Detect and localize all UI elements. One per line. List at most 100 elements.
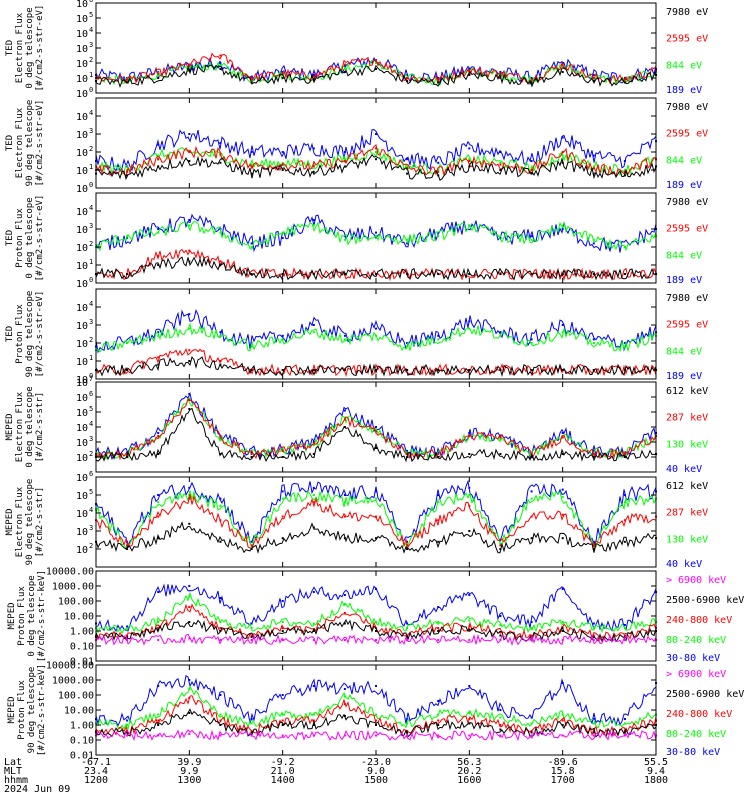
data-point (592, 731, 595, 734)
data-point (126, 625, 129, 628)
data-point (281, 163, 284, 166)
legend-entry: 7980 eV (666, 102, 708, 113)
data-point (219, 724, 222, 726)
data-point (157, 331, 160, 334)
data-point (343, 68, 346, 70)
y-axis-label: [#/cm2-s-str-eV] (35, 5, 45, 92)
data-point (219, 142, 222, 144)
y-axis-label: [#/cm2-s-str-eV] (35, 291, 45, 378)
data-point (188, 219, 191, 221)
data-point (188, 224, 191, 227)
data-point (406, 77, 409, 79)
data-point (561, 513, 564, 516)
data-point (530, 734, 533, 737)
data-point (561, 621, 564, 623)
data-point (157, 77, 160, 79)
data-point (437, 453, 440, 455)
y-tick-label: 10.00 (64, 706, 94, 717)
data-point (157, 537, 160, 540)
y-axis-label: [#/cm2-s-str-eV] (35, 195, 45, 282)
y-tick-label: 10 (76, 184, 88, 195)
y-tick-label: 0.10 (70, 642, 94, 653)
y-tick-label: 10 (76, 166, 88, 177)
data-point (623, 345, 626, 348)
data-point (406, 273, 409, 275)
data-point (468, 273, 471, 275)
data-point (312, 453, 315, 455)
series-line (95, 521, 657, 555)
y-axis-label: Proton Flux (17, 680, 27, 740)
y-tick-label: 10 (76, 357, 88, 368)
y-tick-exponent: 6 (89, 0, 93, 4)
data-point (468, 504, 471, 507)
data-point (157, 627, 160, 629)
y-tick-exponent: 4 (89, 420, 93, 428)
data-point (592, 730, 595, 732)
data-point (343, 703, 346, 705)
data-point (437, 700, 440, 702)
data-point (530, 369, 533, 371)
data-point (126, 731, 129, 734)
y-tick-label: 1000.00 (52, 676, 94, 687)
legend-entry: 189 eV (666, 85, 702, 96)
data-point (437, 724, 440, 726)
data-point (530, 160, 533, 162)
data-point (406, 453, 409, 455)
data-point (126, 235, 129, 238)
data-point (592, 540, 595, 543)
y-tick-exponent: 3 (89, 222, 93, 230)
y-axis-label: Electron Flux (15, 391, 25, 462)
y-tick-exponent: 4 (89, 204, 93, 212)
y-tick-exponent: 3 (89, 318, 93, 326)
data-point (219, 630, 222, 632)
data-point (623, 540, 626, 543)
data-point (250, 77, 253, 79)
x-tick-label-lat: 55.5 (644, 757, 668, 768)
data-point (623, 456, 626, 458)
data-point (343, 158, 346, 161)
x-tick-label-lat: -89.6 (548, 757, 578, 768)
data-point (126, 719, 129, 722)
data-point (126, 734, 129, 737)
data-point (561, 436, 564, 439)
data-point (250, 734, 253, 737)
data-point (281, 630, 284, 632)
data-point (406, 636, 409, 638)
data-point (250, 369, 253, 371)
data-point (126, 548, 129, 550)
data-point (281, 639, 284, 641)
x-tick-label-mlt: 9.9 (180, 766, 198, 777)
data-point (499, 724, 502, 726)
data-point (468, 628, 471, 631)
series-7980-ev (95, 256, 657, 281)
data-point (312, 75, 315, 78)
data-point (312, 170, 315, 173)
data-point (281, 237, 284, 239)
data-point (188, 66, 191, 69)
y-axis-label: Electron Flux (15, 12, 25, 83)
x-tick-label-mlt: 9.4 (647, 766, 665, 777)
data-point (375, 426, 377, 428)
data-point (437, 639, 440, 641)
y-tick-exponent: 1 (89, 163, 93, 171)
data-point (312, 77, 315, 79)
legend-entry: 612 keV (666, 386, 708, 397)
data-point (530, 167, 533, 170)
data-point (375, 685, 377, 687)
data-point (499, 716, 502, 719)
y-tick-exponent: 2 (89, 145, 93, 153)
y-tick-exponent: 7 (89, 375, 93, 383)
y-tick-label: 10 (76, 261, 88, 272)
y-axis-label: [#/cm2-s-str] (35, 487, 45, 557)
data-point (623, 170, 626, 173)
data-point (437, 606, 440, 608)
data-point (157, 264, 160, 266)
y-tick-label: 10 (76, 279, 88, 290)
y-tick-label: 1.00 (70, 627, 94, 638)
y-tick-exponent: 0 (89, 372, 93, 380)
series-line (95, 129, 657, 172)
data-point (281, 77, 284, 79)
data-point (437, 494, 440, 496)
